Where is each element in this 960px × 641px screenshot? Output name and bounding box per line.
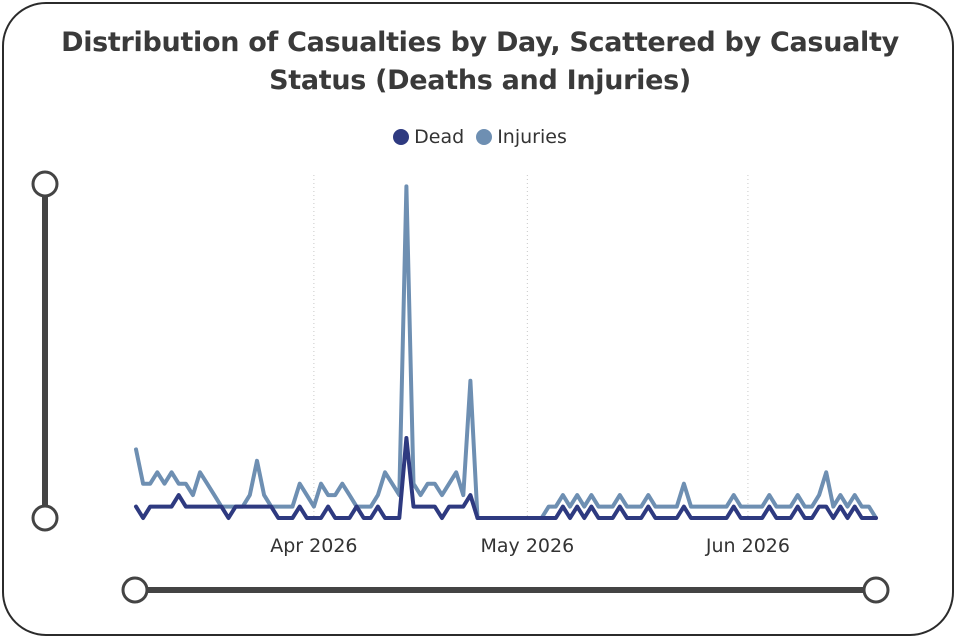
legend-label-dead: Dead (414, 126, 465, 148)
series-line-injuries[interactable] (134, 184, 878, 520)
legend-item-dead[interactable]: Dead (393, 126, 464, 148)
vertical-slider-top-handle[interactable] (31, 170, 59, 198)
x-axis-ticks: Apr 2026 May 2026 Jun 2026 (270, 535, 790, 557)
chart-title-line-1: Distribution of Casualties by Day, Scatt… (61, 27, 899, 58)
legend-label-injuries: Injuries (497, 126, 567, 148)
series-lines (134, 184, 878, 520)
chart-title-line-2: Status (Deaths and Injuries) (269, 65, 691, 96)
x-tick-label: Apr 2026 (270, 535, 357, 557)
x-tick-label: May 2026 (481, 535, 575, 557)
horizontal-slider-left-handle[interactable] (121, 576, 149, 604)
chart-title: Distribution of Casualties by Day, Scatt… (0, 24, 960, 100)
x-tick-label: Jun 2026 (705, 535, 790, 557)
vertical-slider-bottom-handle[interactable] (31, 504, 59, 532)
vertical-range-slider[interactable] (31, 170, 59, 532)
series-line-dead[interactable] (134, 436, 878, 520)
legend-dot-dead (393, 129, 410, 145)
horizontal-range-slider[interactable] (121, 576, 890, 604)
legend-item-injuries[interactable]: Injuries (476, 126, 567, 148)
horizontal-slider-right-handle[interactable] (862, 576, 890, 604)
legend-dot-injuries (476, 129, 493, 145)
chart-legend: Dead Injuries (0, 126, 960, 150)
gridlines (313, 175, 749, 518)
